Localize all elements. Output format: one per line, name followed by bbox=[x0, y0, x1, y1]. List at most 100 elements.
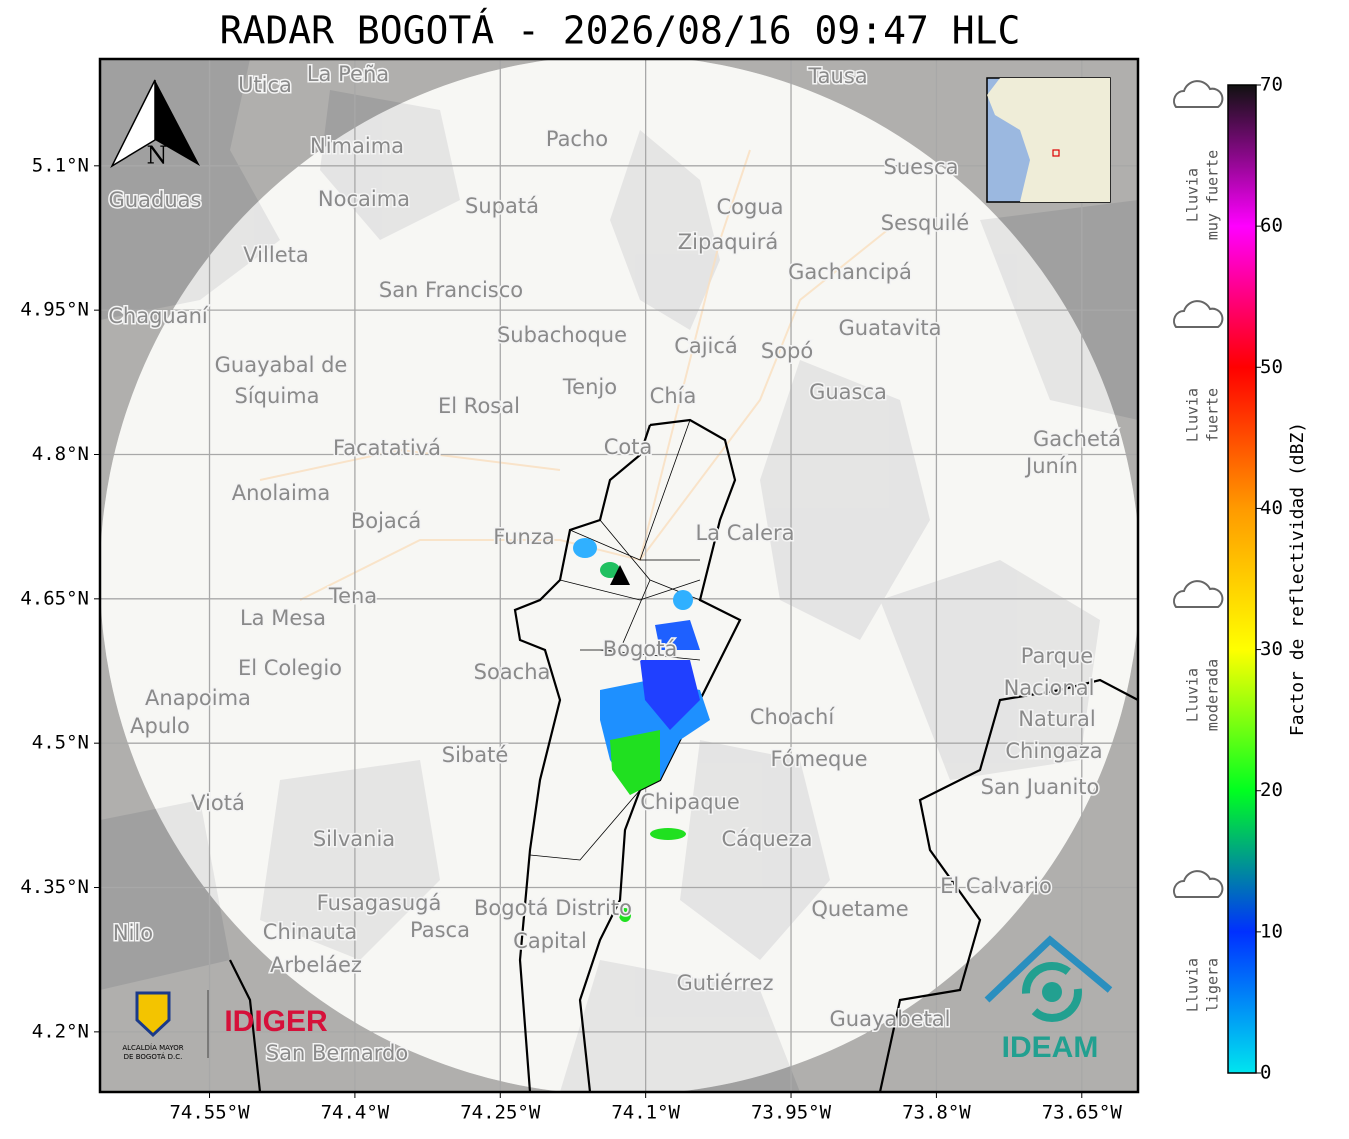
place-label: Nilo bbox=[113, 921, 153, 945]
x-tick-label: 73.65°W bbox=[1042, 1102, 1123, 1124]
place-label: Viotá bbox=[191, 791, 245, 815]
map-frame bbox=[98, 57, 1140, 1094]
place-label: Nimaima bbox=[310, 134, 404, 158]
place-label: Guatavita bbox=[839, 316, 942, 340]
colorbar-tick-label: 70 bbox=[1260, 74, 1283, 96]
rain-icon bbox=[1173, 870, 1224, 898]
intensity-label: muy fuerte bbox=[1204, 150, 1222, 240]
radar-site bbox=[610, 565, 630, 585]
colorbar-tick-label: 30 bbox=[1260, 638, 1283, 660]
y-tick-label: 5.1°N bbox=[32, 154, 89, 176]
colorbar-tick-label: 40 bbox=[1260, 497, 1283, 519]
place-label: Sibaté bbox=[442, 743, 509, 767]
intensity-label: Lluvia bbox=[1184, 958, 1202, 1012]
echo bbox=[600, 562, 620, 578]
place-label: Bogotá bbox=[603, 637, 678, 661]
rain-icon bbox=[1173, 80, 1224, 108]
echo bbox=[655, 620, 700, 650]
place-label: Bojacá bbox=[351, 509, 421, 533]
alcaldia-logo: ALCALDÍA MAYOR DE BOGOTÁ D.C. IDIGER bbox=[122, 990, 328, 1061]
place-label: Pasca bbox=[410, 918, 470, 942]
colorbar-tick-label: 20 bbox=[1260, 779, 1283, 801]
intensity-label: Lluvia bbox=[1184, 168, 1202, 222]
north-arrow: N bbox=[110, 79, 200, 170]
place-label: Arbeláez bbox=[270, 953, 362, 977]
place-label: Cajicá bbox=[674, 334, 738, 358]
colorbar-tick-label: 60 bbox=[1260, 215, 1283, 237]
place-label: Choachí bbox=[750, 705, 836, 729]
place-label: Guayabetal bbox=[830, 1007, 951, 1031]
place-label: Chaguaní bbox=[108, 304, 209, 328]
place-label: La Peña bbox=[307, 62, 389, 86]
cloud bbox=[1173, 870, 1224, 898]
alcaldia-text: DE BOGOTÁ D.C. bbox=[124, 1052, 183, 1061]
intensity-label: ligera bbox=[1204, 958, 1222, 1012]
cloud bbox=[1173, 300, 1224, 328]
place-label: Capital bbox=[513, 929, 587, 953]
echo bbox=[573, 538, 597, 558]
colorbar-tick-label: 10 bbox=[1260, 920, 1283, 942]
place-label: Zipaquirá bbox=[678, 230, 778, 254]
ideam-text: IDEAM bbox=[1002, 1031, 1099, 1064]
place-label: Cáqueza bbox=[722, 827, 813, 851]
place-label: Guaduas bbox=[109, 188, 202, 212]
intensity-label: Lluvia bbox=[1184, 388, 1202, 442]
place-label: Gachetá bbox=[1033, 427, 1121, 451]
place-label: Suesca bbox=[884, 155, 959, 179]
echo bbox=[640, 660, 700, 730]
place-label: Sopó bbox=[761, 339, 813, 363]
x-tick-label: 74.4°W bbox=[321, 1102, 390, 1124]
place-label: Chinauta bbox=[263, 920, 357, 944]
place-label: San Juanito bbox=[981, 775, 1100, 799]
place-label: La Calera bbox=[695, 521, 794, 545]
place-label: Sesquilé bbox=[881, 211, 969, 235]
place-label: Bogotá Distrito bbox=[474, 896, 632, 920]
place-label: Junín bbox=[1024, 454, 1078, 478]
idiger-logo: IDIGER bbox=[224, 1005, 328, 1038]
rain-icon bbox=[1173, 300, 1224, 328]
place-label: Subachoque bbox=[497, 323, 627, 347]
place-label: Guayabal de bbox=[215, 353, 348, 377]
place-label: Guasca bbox=[809, 380, 887, 404]
place-label: Pacho bbox=[546, 127, 608, 151]
place-label: Fómeque bbox=[770, 747, 867, 771]
place-label: Síquima bbox=[235, 384, 320, 408]
place-label: Apulo bbox=[130, 714, 190, 738]
colorbar-label: Factor de reflectividad (dBZ) bbox=[1287, 422, 1308, 736]
place-label: El Rosal bbox=[438, 394, 520, 418]
y-tick-label: 4.2°N bbox=[32, 1020, 89, 1042]
place-label: Chipaque bbox=[640, 790, 740, 814]
north-label: N bbox=[147, 142, 168, 170]
place-label: Soacha bbox=[474, 660, 551, 684]
place-label: Gutiérrez bbox=[677, 971, 774, 995]
inset-map bbox=[986, 77, 1111, 203]
place-label: Tenjo bbox=[562, 375, 617, 399]
place-label: Nocaima bbox=[318, 187, 410, 211]
x-tick-label: 73.8°W bbox=[902, 1102, 971, 1124]
place-label: Cogua bbox=[716, 195, 783, 219]
boundaries bbox=[229, 418, 1138, 1092]
y-tick-label: 4.35°N bbox=[20, 876, 89, 898]
echo bbox=[673, 590, 693, 610]
place-label: Supatá bbox=[465, 194, 539, 218]
x-tick-label: 74.55°W bbox=[169, 1102, 250, 1124]
echo bbox=[610, 730, 660, 795]
x-tick-label: 74.25°W bbox=[460, 1102, 541, 1124]
colorbar-tick-label: 50 bbox=[1260, 356, 1283, 378]
place-label: La Mesa bbox=[240, 606, 326, 630]
place-label: El Calvario bbox=[940, 874, 1052, 898]
x-tick-label: 73.95°W bbox=[751, 1102, 832, 1124]
place-label: Parque bbox=[1021, 644, 1093, 668]
y-tick-label: 4.95°N bbox=[20, 299, 89, 321]
place-label: Tausa bbox=[807, 64, 867, 88]
colorbar bbox=[1227, 84, 1257, 1074]
echo bbox=[619, 908, 631, 922]
rain-icon bbox=[1173, 580, 1224, 608]
place-label: Gachancipá bbox=[788, 260, 912, 284]
y-tick-label: 4.8°N bbox=[32, 443, 89, 465]
place-label: Funza bbox=[493, 525, 554, 549]
place-label: Utica bbox=[238, 73, 292, 97]
x-tick-label: 74.1°W bbox=[611, 1102, 680, 1124]
alcaldia-text: ALCALDÍA MAYOR bbox=[122, 1043, 183, 1052]
